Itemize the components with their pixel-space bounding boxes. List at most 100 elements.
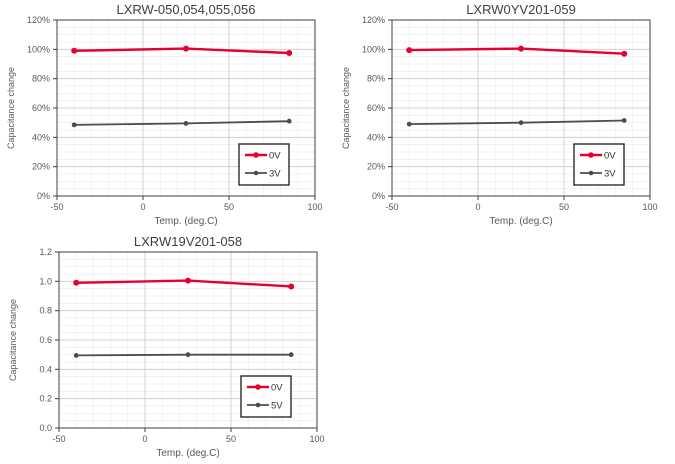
y-tick-label: 40% (32, 132, 50, 142)
x-tick-labels: -50 0 50 100 (385, 202, 657, 212)
y-tick-label: 120% (362, 15, 385, 25)
y-tick-label: 120% (27, 15, 50, 25)
data-point-marker (73, 353, 79, 358)
data-point-marker (621, 118, 627, 123)
y-axis-label: Capacitance change (341, 67, 351, 149)
x-tick-label: -50 (50, 202, 63, 212)
series-line-3V (408, 119, 626, 126)
x-tick-label: 100 (309, 434, 324, 444)
x-axis-label: Temp. (deg.C) (156, 448, 219, 459)
x-tick-label: 100 (642, 202, 657, 212)
legend-marker-5V (255, 402, 261, 408)
x-tick-label: 50 (224, 202, 234, 212)
series-markers-0V (406, 45, 628, 57)
y-tick-label: 1.0 (39, 276, 52, 286)
x-tick-label: 50 (559, 202, 569, 212)
x-axis-label: Temp. (deg.C) (154, 216, 217, 227)
data-point-marker (406, 121, 412, 127)
series-line-3V (73, 120, 291, 126)
y-tick-label: 0.4 (39, 364, 52, 374)
x-axis-label: Temp. (deg.C) (489, 216, 552, 227)
data-point-marker (185, 352, 191, 358)
legend-label-0V: 0V (271, 383, 283, 394)
y-tick-label: 0.8 (39, 306, 52, 316)
y-tick-label: 20% (367, 162, 385, 172)
chart-lxrw-050-054-055-056: 0% 20% 40% 60% 80% 100% 120% -50 0 50 100 LXRW-050,… (0, 0, 330, 232)
y-tick-labels: 0% 20% 40% 60% 80% 100% 120% (27, 15, 50, 201)
x-tick-labels: -50 0 50 100 (50, 202, 322, 212)
legend-label-0V: 0V (604, 151, 616, 162)
data-point-marker (518, 120, 524, 126)
x-tick-label: 50 (226, 434, 236, 444)
y-tick-label: 20% (32, 162, 50, 172)
y-tick-label: 60% (32, 103, 50, 113)
legend-box (573, 143, 625, 186)
data-point-marker (73, 279, 80, 286)
legend: 0V 5V (240, 375, 292, 418)
series-markers-0V (73, 277, 295, 290)
y-tick-label: 100% (27, 44, 50, 54)
chart-lxrw19v201-058: 0.0 0.2 0.4 0.6 0.8 1.0 1.2 -50 0 50 100 LXRW19V201… (2, 232, 332, 464)
data-point-marker (183, 45, 189, 52)
y-axis-label: Capacitance change (6, 67, 16, 149)
series-markers-3V (71, 118, 292, 128)
legend-box (240, 375, 292, 418)
y-tick-label: 0% (37, 191, 50, 201)
data-point-marker (518, 45, 524, 52)
tick-marks (55, 251, 318, 432)
y-tick-labels: 0% 20% 40% 60% 80% 100% 120% (362, 15, 385, 201)
data-point-marker (183, 121, 189, 126)
chart-lxrw0yv201-059: 0% 20% 40% 60% 80% 100% 120% -50 0 50 100 LXRW0YV20… (335, 0, 665, 232)
data-point-marker (288, 283, 295, 290)
y-tick-label: 0.6 (39, 335, 52, 345)
legend: 0V 3V (238, 143, 290, 186)
legend: 0V 3V (573, 143, 625, 186)
legend-marker-3V (588, 170, 594, 176)
chart-svg: 0% 20% 40% 60% 80% 100% 120% -50 0 50 100 LXRW-050,… (6, 2, 323, 227)
y-tick-label: 60% (367, 103, 385, 113)
legend-marker-0V (255, 384, 261, 390)
legend-marker-0V (588, 152, 594, 158)
y-tick-label: 0.2 (39, 394, 52, 404)
chart-svg: 0% 20% 40% 60% 80% 100% 120% -50 0 50 100 LXRW0YV20… (341, 2, 658, 227)
legend-marker-3V (253, 170, 259, 176)
y-tick-labels: 0.0 0.2 0.4 0.6 0.8 1.0 1.2 (39, 247, 52, 433)
y-tick-label: 80% (32, 74, 50, 84)
tick-marks (388, 19, 651, 200)
y-tick-label: 0% (372, 191, 385, 201)
y-tick-label: 100% (362, 44, 385, 54)
x-tick-label: 0 (142, 434, 147, 444)
legend-marker-0V (253, 152, 259, 158)
data-point-marker (406, 47, 413, 54)
y-tick-label: 1.2 (39, 247, 52, 257)
chart-title: LXRW0YV201-059 (466, 2, 576, 17)
data-point-marker (185, 277, 191, 284)
series-line-5V (75, 353, 293, 357)
data-point-marker (288, 352, 294, 358)
x-tick-label: -50 (385, 202, 398, 212)
data-point-marker (286, 118, 292, 124)
series-markers-0V (71, 45, 293, 56)
chart-title: LXRW19V201-058 (134, 234, 242, 249)
data-point-marker (71, 47, 78, 54)
chart-title: LXRW-050,054,055,056 (116, 2, 255, 17)
legend-box (238, 143, 290, 186)
x-tick-label: -50 (52, 434, 65, 444)
data-point-marker (286, 50, 293, 56)
x-tick-label: 0 (140, 202, 145, 212)
legend-label-3V: 3V (604, 169, 616, 180)
y-tick-label: 0.0 (39, 423, 52, 433)
y-tick-label: 80% (367, 74, 385, 84)
series-markers-5V (73, 352, 294, 358)
chart-svg: 0.0 0.2 0.4 0.6 0.8 1.0 1.2 -50 0 50 100 LXRW19V201… (8, 234, 325, 459)
legend-label-3V: 3V (269, 169, 281, 180)
data-point-marker (621, 50, 628, 57)
data-point-marker (71, 122, 77, 128)
x-tick-label: 0 (475, 202, 480, 212)
series-markers-3V (406, 118, 627, 127)
x-tick-label: 100 (307, 202, 322, 212)
y-axis-label: Capacitance change (8, 299, 18, 381)
x-tick-labels: -50 0 50 100 (52, 434, 324, 444)
y-tick-label: 40% (367, 132, 385, 142)
